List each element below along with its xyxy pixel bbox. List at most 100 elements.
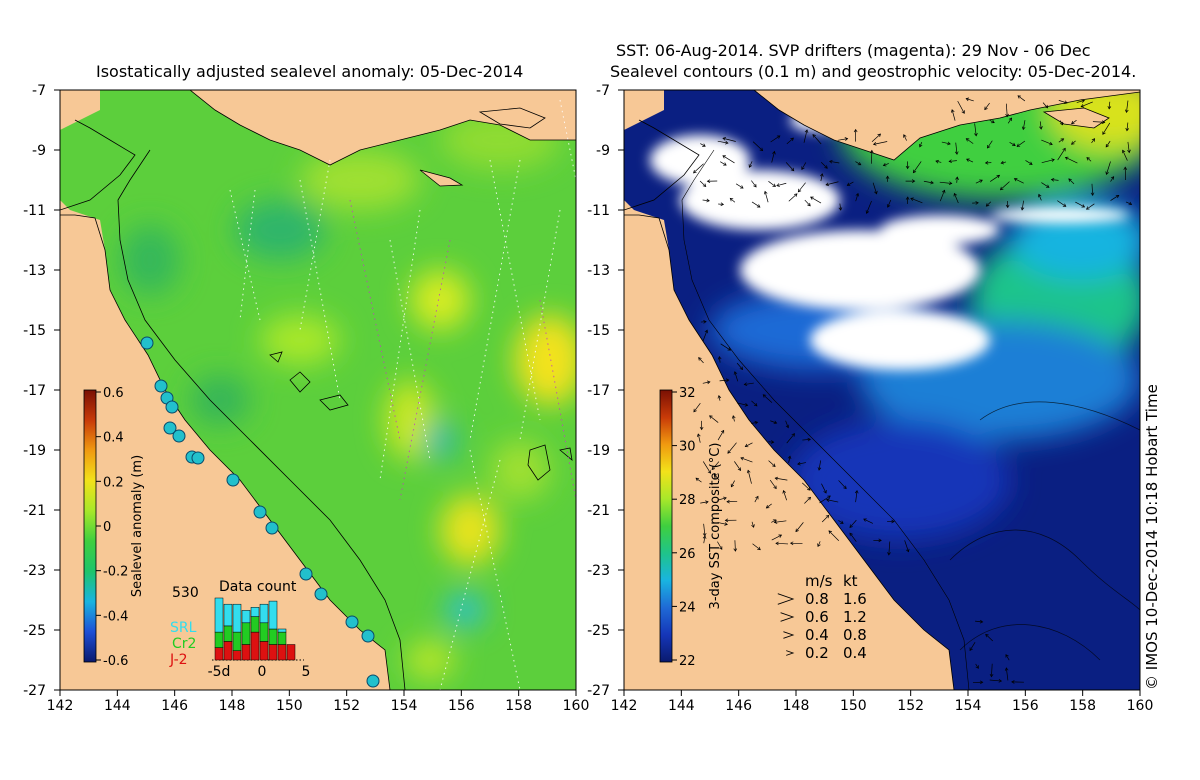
velocity-arrow-head: [1012, 142, 1016, 146]
velocity-arrow-head: [717, 395, 722, 399]
velocity-arrow: [1041, 159, 1055, 164]
velocity-arrow: [975, 663, 979, 669]
sla-blob: [410, 270, 470, 330]
data-count-inset: Data count 530 -5d 0 5 SRL Cr2 J-2: [169, 579, 310, 680]
velocity-arrow-head: [1127, 149, 1131, 154]
velocity-arrow: [1080, 101, 1093, 108]
velocity-arrow-head: [740, 456, 744, 461]
velocity-arrow-head: [829, 159, 833, 164]
velocity-arrow: [732, 415, 735, 422]
tide-gauge-marker: [314, 587, 328, 601]
velocity-legend-kt-header: kt: [843, 572, 858, 590]
data-count-xlabel: 0: [258, 664, 267, 680]
velocity-arrow: [974, 123, 977, 136]
velocity-arrow: [700, 501, 709, 504]
data-count-bar-j2: [268, 644, 278, 661]
velocity-arrow: [740, 457, 753, 463]
tide-gauge-marker: [366, 674, 380, 688]
velocity-arrow-head: [874, 190, 878, 195]
velocity-arrow-head: [827, 495, 831, 499]
velocity-arrow: [837, 138, 848, 141]
tide-gauge-marker: [172, 429, 186, 443]
cloud-patch: [810, 310, 990, 370]
velocity-arrow: [873, 141, 888, 145]
velocity-arrow-head: [773, 420, 778, 425]
velocity-arrow-head: [801, 166, 805, 170]
velocity-arrow: [775, 477, 788, 481]
y-tick-label: -7: [32, 83, 46, 99]
velocity-arrow: [744, 382, 754, 385]
velocity-arrow-head: [1105, 143, 1110, 148]
sst-blob: [790, 420, 1010, 540]
velocity-arrow-head: [748, 164, 753, 168]
sla-blob: [445, 592, 485, 628]
data-count-bar-j2: [286, 644, 296, 661]
right-reef-outline: [681, 149, 970, 690]
velocity-arrow-head: [1128, 201, 1133, 206]
velocity-arrow-head: [878, 538, 882, 543]
x-tick-label: 154: [391, 698, 418, 714]
velocity-arrow-head: [775, 541, 779, 546]
velocity-arrow: [695, 477, 702, 483]
data-count-bar-j2: [232, 650, 242, 661]
velocity-arrow: [923, 180, 934, 184]
velocity-arrow: [775, 542, 789, 545]
velocity-arrow: [801, 482, 811, 491]
velocity-arrow: [966, 138, 974, 144]
colorbar-tick-label: 30: [679, 440, 696, 455]
tide-gauge-marker: [154, 379, 168, 393]
velocity-arrow: [821, 483, 827, 494]
velocity-arrow: [812, 134, 822, 145]
velocity-arrow: [802, 439, 811, 441]
y-tick-label: -13: [587, 263, 610, 279]
colorbar-tick-label: 0.6: [103, 386, 124, 401]
velocity-arrow: [1075, 201, 1085, 208]
velocity-arrow-head: [1107, 106, 1112, 110]
colorbar-tick-label: 32: [679, 386, 696, 401]
sla-blob: [424, 420, 456, 460]
velocity-arrow: [786, 137, 794, 145]
velocity-arrow: [919, 141, 923, 148]
velocity-arrow: [734, 461, 741, 471]
velocity-arrow: [1102, 122, 1111, 135]
tide-gauge-marker: [361, 629, 375, 643]
velocity-arrow-head: [823, 490, 827, 494]
velocity-arrow-head: [711, 466, 716, 471]
y-tick-label: -13: [23, 263, 46, 279]
velocity-arrow-head: [790, 137, 794, 142]
x-tick-label: 160: [1127, 698, 1154, 714]
velocity-arrow: [699, 180, 707, 187]
velocity-arrow-head: [877, 133, 882, 138]
velocity-arrow-head: [1091, 138, 1096, 142]
x-tick-label: 160: [563, 698, 590, 714]
velocity-arrow-head: [882, 162, 887, 167]
velocity-arrow-head: [699, 426, 704, 431]
velocity-arrow: [752, 543, 761, 551]
velocity-arrow: [711, 461, 720, 470]
velocity-arrow-head: [791, 433, 795, 437]
velocity-arrow: [1059, 120, 1064, 126]
velocity-arrow-head: [853, 128, 858, 133]
velocity-arrow: [717, 497, 727, 501]
velocity-arrow-head: [729, 197, 734, 202]
velocity-arrow-head: [1060, 138, 1065, 142]
velocity-arrow: [1126, 100, 1129, 113]
velocity-arrow-head: [1039, 126, 1043, 130]
velocity-arrow: [956, 177, 958, 183]
x-tick-label: 144: [668, 698, 695, 714]
velocity-arrow: [769, 479, 777, 489]
velocity-arrow: [717, 541, 723, 550]
velocity-arrow: [951, 109, 956, 121]
velocity-arrow: [768, 181, 776, 187]
velocity-arrow-head: [849, 532, 853, 537]
velocity-arrow-head: [935, 159, 939, 164]
velocity-legend-kt: 1.6: [843, 590, 867, 608]
velocity-arrow-head: [985, 633, 989, 638]
tide-gauge-marker: [265, 521, 279, 535]
velocity-arrow: [717, 430, 725, 441]
velocity-arrow: [770, 135, 781, 143]
velocity-arrow-head: [744, 403, 749, 407]
left-map-axes: 142 144 146 148 150 152 154 156 158 160 -7 -9 -11 -13…: [23, 83, 589, 714]
velocity-arrow-head: [778, 534, 783, 538]
velocity-arrow-head: [773, 520, 778, 524]
